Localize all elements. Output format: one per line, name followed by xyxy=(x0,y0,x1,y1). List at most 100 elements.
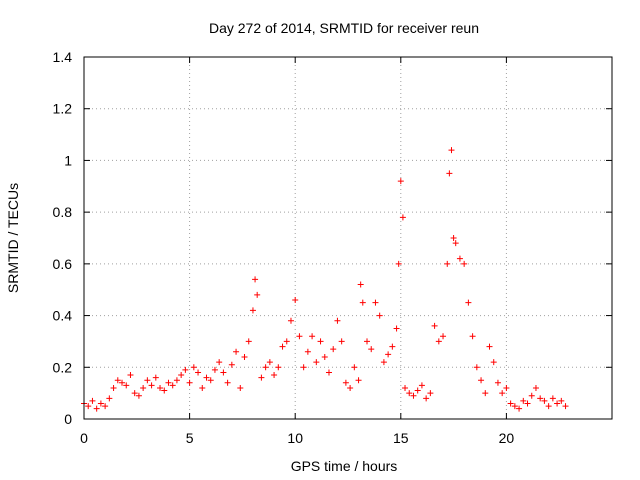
data-point xyxy=(385,351,392,358)
data-point xyxy=(148,382,155,389)
data-point xyxy=(351,364,358,371)
data-point xyxy=(152,374,159,381)
data-point xyxy=(233,348,240,355)
data-point xyxy=(520,397,527,404)
grid-lines xyxy=(84,57,612,419)
data-point xyxy=(317,338,324,345)
data-point xyxy=(165,379,172,386)
data-point xyxy=(357,281,364,288)
data-point xyxy=(537,395,544,402)
data-point xyxy=(558,397,565,404)
y-tick-label: 1.4 xyxy=(53,49,73,65)
y-tick-label: 0 xyxy=(64,411,72,427)
data-point xyxy=(444,260,451,267)
data-point xyxy=(93,405,100,412)
x-axis-label: GPS time / hours xyxy=(291,458,398,474)
data-point xyxy=(186,379,193,386)
data-point xyxy=(414,387,421,394)
data-point xyxy=(245,338,252,345)
y-tick-label: 0.8 xyxy=(53,204,73,220)
data-point xyxy=(199,384,206,391)
data-point xyxy=(364,338,371,345)
x-tick-label: 15 xyxy=(393,430,409,446)
y-tick-label: 0.4 xyxy=(53,308,73,324)
data-point xyxy=(450,235,457,241)
plot-frame xyxy=(83,56,613,420)
data-point xyxy=(271,372,278,379)
data-point xyxy=(507,400,514,407)
x-tick-label: 20 xyxy=(499,430,515,446)
data-point xyxy=(161,387,168,394)
data-point xyxy=(395,260,402,267)
data-point xyxy=(249,307,256,314)
data-point xyxy=(446,170,453,177)
data-point xyxy=(393,325,400,332)
data-point xyxy=(427,390,434,397)
data-point xyxy=(406,390,413,397)
data-point xyxy=(241,353,248,360)
data-point xyxy=(528,392,535,399)
data-point xyxy=(376,312,383,319)
data-point xyxy=(89,397,96,404)
data-point xyxy=(482,390,489,397)
data-point xyxy=(313,359,320,366)
data-point xyxy=(224,379,231,386)
x-tick-label: 10 xyxy=(287,430,303,446)
data-point xyxy=(399,214,406,221)
data-point xyxy=(178,372,185,379)
data-point xyxy=(123,382,130,389)
data-point xyxy=(131,390,138,397)
data-point xyxy=(262,364,269,371)
data-point xyxy=(292,297,299,304)
data-point xyxy=(254,291,261,298)
data-point xyxy=(144,377,151,384)
x-tick-label: 5 xyxy=(186,430,194,446)
data-point xyxy=(127,372,134,379)
data-point xyxy=(97,400,104,407)
data-point xyxy=(440,333,447,340)
data-point xyxy=(304,348,311,355)
data-point xyxy=(511,403,518,410)
data-point xyxy=(448,147,455,154)
data-point xyxy=(410,392,417,399)
data-point xyxy=(330,346,337,353)
data-point xyxy=(119,379,126,386)
data-point xyxy=(338,338,345,345)
data-point xyxy=(207,377,214,384)
data-point xyxy=(266,359,273,366)
data-point xyxy=(494,379,501,386)
data-point xyxy=(423,395,430,402)
data-point xyxy=(461,260,468,267)
data-point xyxy=(85,403,92,410)
y-tick-label: 1.2 xyxy=(53,101,73,117)
y-axis-label: SRMTID / TECUs xyxy=(5,183,21,293)
data-point xyxy=(368,346,375,353)
data-point xyxy=(490,359,497,366)
data-point xyxy=(355,377,362,384)
data-point xyxy=(554,400,561,407)
data-point xyxy=(465,299,472,306)
data-point xyxy=(296,333,303,340)
data-point xyxy=(499,390,506,397)
x-tick-label: 0 xyxy=(80,430,88,446)
data-point xyxy=(347,384,354,391)
data-point xyxy=(545,403,552,410)
data-point xyxy=(211,366,218,373)
y-tick-label: 0.6 xyxy=(53,256,73,272)
data-point xyxy=(562,403,569,410)
data-point xyxy=(334,317,341,324)
data-point xyxy=(190,364,197,371)
data-point xyxy=(397,178,404,185)
data-point xyxy=(216,359,223,366)
data-point xyxy=(435,338,442,345)
data-point xyxy=(195,369,202,376)
y-tick-label: 1 xyxy=(64,152,72,168)
tick-labels: 0 5 10 15 20 0 0.2 0.4 0.6 0.8 1 1.2 1.4 xyxy=(53,49,515,446)
data-point xyxy=(237,384,244,391)
data-point xyxy=(325,369,332,376)
data-point xyxy=(228,361,235,368)
data-point xyxy=(203,374,210,381)
data-point xyxy=(389,343,396,350)
data-point xyxy=(114,377,121,384)
